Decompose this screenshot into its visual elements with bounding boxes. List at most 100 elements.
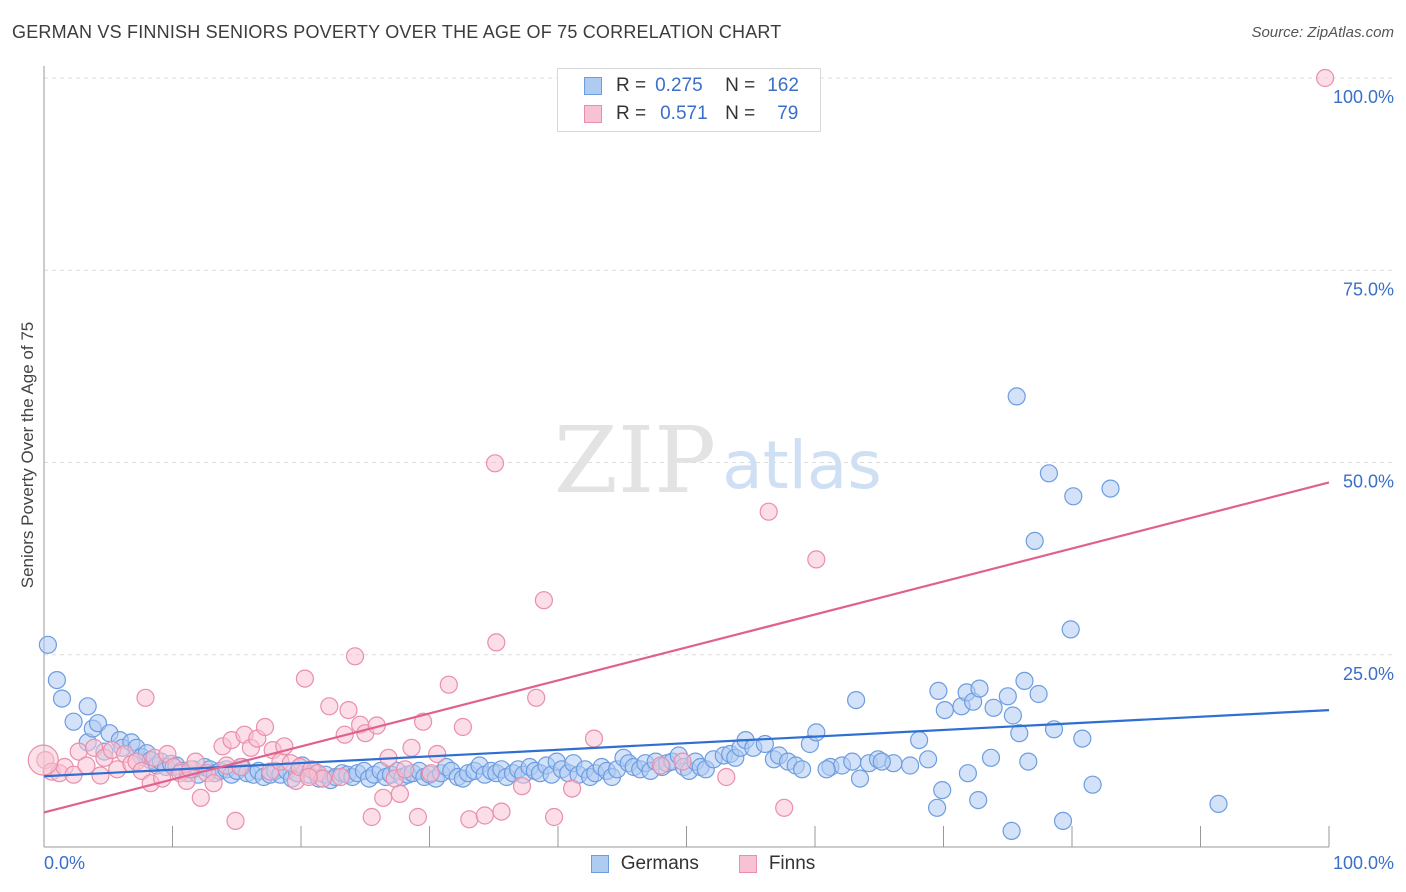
n-value-germans: 162 <box>767 75 799 96</box>
point-germans-162 <box>1025 531 1044 551</box>
point-finns-83 <box>759 502 778 521</box>
point-germans-175 <box>872 752 891 771</box>
point-finns-84 <box>775 798 794 817</box>
point-germans-172 <box>1053 811 1073 831</box>
legend-swatch-finns <box>584 105 602 123</box>
point-germans-3 <box>64 712 83 731</box>
point-germans-141 <box>900 756 920 775</box>
r-label: R = <box>616 103 647 124</box>
point-germans-169 <box>958 764 978 783</box>
point-finns-53 <box>345 647 365 666</box>
point-finns-37 <box>255 717 275 737</box>
point-finns-74 <box>527 688 546 707</box>
series-label-finns: Finns <box>768 853 816 874</box>
point-finns-32 <box>226 811 245 831</box>
point-finns-25 <box>186 752 205 771</box>
y-tick-label-3: 100.0% <box>1333 87 1394 107</box>
point-germans-4 <box>78 697 97 716</box>
grid-lines <box>44 77 1396 656</box>
series-legend-finns: Finns <box>738 853 816 875</box>
point-germans-0 <box>38 635 58 654</box>
point-germans-150 <box>984 698 1003 717</box>
point-finns-6 <box>77 756 96 775</box>
point-finns-62 <box>396 760 415 779</box>
point-germans-136 <box>850 769 870 788</box>
legend-swatch-germans <box>584 77 602 95</box>
y-tick-label-0: 25.0% <box>1343 664 1394 684</box>
point-germans-152 <box>1003 706 1023 725</box>
watermark-atlas: atlas <box>722 427 882 504</box>
correlation-legend: R = 0.275 N = 162 R = 0.571 N = 79 <box>557 68 821 132</box>
point-finns-87 <box>299 767 318 787</box>
point-germans-154 <box>1015 671 1034 691</box>
trend-line-finns <box>43 481 1330 814</box>
point-germans-174 <box>817 760 836 779</box>
point-germans-2 <box>52 689 72 708</box>
point-germans-135 <box>843 752 862 771</box>
point-germans-157 <box>1061 620 1080 639</box>
series-swatch-finns <box>738 855 757 873</box>
series-legend: Germans Finns <box>0 852 1406 876</box>
axes <box>43 66 1330 848</box>
point-finns-49 <box>320 697 339 716</box>
point-finns-16 <box>136 688 155 707</box>
point-finns-52 <box>339 700 358 720</box>
point-finns-58 <box>374 788 393 807</box>
series-swatch-germans <box>590 855 609 873</box>
point-finns-68 <box>453 717 472 737</box>
point-germans-163 <box>1064 487 1083 506</box>
point-finns-82 <box>717 767 736 787</box>
point-finns-73 <box>512 777 532 796</box>
n-label: N = <box>725 75 756 96</box>
x-tick-label-0: 0.0% <box>44 853 85 873</box>
point-finns-70 <box>475 806 494 825</box>
point-finns-81 <box>673 752 692 771</box>
point-germans-164 <box>1101 479 1120 498</box>
point-germans-171 <box>1002 821 1021 841</box>
point-germans-143 <box>918 750 938 769</box>
r-value-germans: 0.275 <box>655 75 703 96</box>
point-finns-8 <box>91 766 110 785</box>
point-germans-139 <box>846 690 866 710</box>
point-finns-88 <box>421 764 440 783</box>
point-finns-64 <box>408 807 427 827</box>
data-points <box>27 68 1335 841</box>
chart-title: GERMAN VS FINNISH SENIORS POVERTY OVER T… <box>12 22 782 42</box>
point-finns-61 <box>390 784 409 804</box>
n-value-finns: 79 <box>777 103 799 124</box>
point-finns-56 <box>362 807 381 827</box>
point-finns-80 <box>651 756 670 775</box>
series-label-germans: Germans <box>620 853 699 874</box>
watermark-zip: ZIP <box>554 407 716 514</box>
point-germans-173 <box>927 798 947 817</box>
chart-source: Source: ZipAtlas.com <box>1251 24 1394 41</box>
series-legend-germans: Germans <box>590 853 699 875</box>
point-finns-78 <box>584 729 604 748</box>
point-finns-26 <box>191 788 210 807</box>
point-finns-86 <box>1315 68 1335 88</box>
point-germans-160 <box>1007 387 1026 406</box>
point-germans-1 <box>47 670 67 690</box>
point-finns-65 <box>414 712 433 731</box>
point-finns-72 <box>492 802 511 821</box>
point-germans-144 <box>929 681 948 701</box>
point-germans-166 <box>1019 752 1038 771</box>
legend-row-germans: R = 0.275 N = 162 <box>584 74 799 98</box>
point-finns-50 <box>331 767 350 787</box>
trend-lines <box>43 481 1330 814</box>
point-germans-151 <box>998 687 1017 706</box>
point-germans-145 <box>935 700 954 720</box>
point-germans-130 <box>792 760 812 779</box>
point-finns-85 <box>807 550 826 569</box>
point-germans-161 <box>1039 464 1059 483</box>
point-finns-45 <box>295 669 314 688</box>
point-finns-cluster <box>27 744 59 776</box>
point-finns-69 <box>460 810 479 829</box>
x-tick-label-1: 100.0% <box>1333 853 1394 873</box>
point-finns-71 <box>487 633 506 652</box>
point-finns-28 <box>204 774 223 793</box>
tick-labels: 25.0% 50.0% 75.0% 100.0% 0.0% 100.0% <box>44 87 1394 873</box>
point-finns-76 <box>544 807 564 827</box>
point-germans-155 <box>1029 684 1048 704</box>
r-value-finns: 0.571 <box>660 103 708 124</box>
